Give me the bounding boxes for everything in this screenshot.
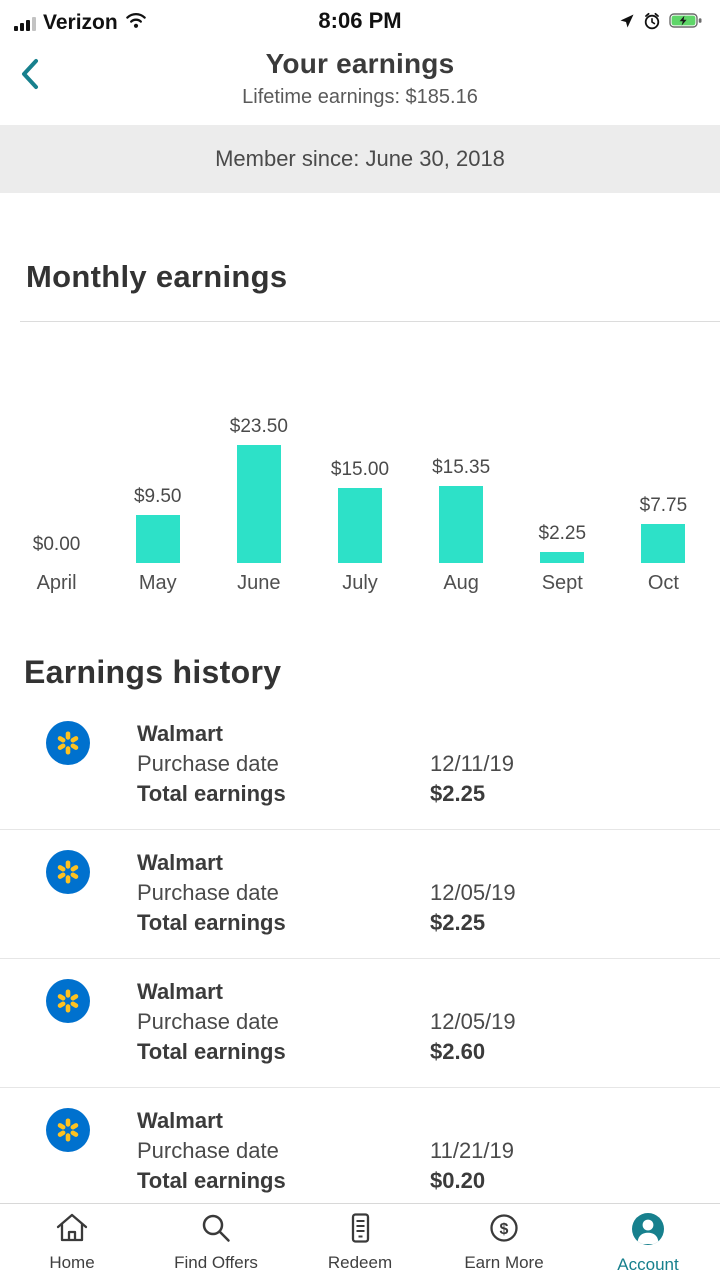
purchase-date-label: Purchase date	[137, 1138, 279, 1163]
tab-find-offers[interactable]: Find Offers	[144, 1211, 288, 1280]
tab-label-home: Home	[49, 1253, 95, 1272]
bar-value-label: $15.00	[330, 459, 390, 480]
bar-month-label: April	[36, 572, 77, 594]
total-earnings-value: $0.20	[430, 1168, 486, 1193]
merchant-name: Walmart	[137, 1108, 223, 1133]
monthly-earnings-heading: Monthly earnings	[26, 259, 288, 294]
bar-value-label: $2.25	[538, 523, 587, 544]
tab-label-earn-more: Earn More	[464, 1253, 544, 1272]
chart-column: $15.00 July	[309, 459, 410, 596]
account-person-icon	[630, 1211, 666, 1252]
tab-label-redeem: Redeem	[327, 1253, 393, 1272]
merchant-name: Walmart	[137, 850, 223, 875]
cellular-signal-icon	[14, 16, 36, 31]
home-icon	[54, 1211, 90, 1250]
earnings-history-row[interactable]: Walmart Purchase date 12/11/19 Total ear…	[0, 701, 720, 830]
walmart-logo-icon	[46, 721, 90, 765]
back-button[interactable]	[16, 56, 42, 95]
tab-account[interactable]: Account	[576, 1211, 720, 1280]
bar-value-label: $15.35	[432, 457, 491, 478]
alarm-clock-icon	[643, 12, 661, 35]
purchase-date-value: 11/21/19	[430, 1138, 515, 1163]
bar-month-label: June	[237, 572, 281, 594]
total-earnings-value: $2.25	[430, 910, 486, 935]
purchase-date-label: Purchase date	[137, 1009, 279, 1034]
bar-month-label: July	[342, 572, 378, 594]
purchase-date-label: Purchase date	[137, 751, 279, 776]
clock-time: 8:06 PM	[318, 8, 402, 33]
chart-bar	[540, 552, 585, 563]
chart-column: $9.50 May	[107, 486, 208, 596]
bar-month-label: Aug	[443, 572, 479, 594]
page-header: Your earnings Lifetime earnings: $185.16	[0, 38, 720, 125]
section-divider	[20, 321, 720, 322]
earnings-history-row[interactable]: Walmart Purchase date 12/05/19 Total ear…	[0, 959, 720, 1088]
earnings-history-list: Walmart Purchase date 12/11/19 Total ear…	[0, 701, 720, 1217]
merchant-name: Walmart	[137, 721, 223, 746]
bar-month-label: Sept	[541, 572, 583, 594]
total-earnings-label: Total earnings	[137, 910, 286, 935]
tab-earn-more[interactable]: $ Earn More	[432, 1211, 576, 1280]
tab-home[interactable]: Home	[0, 1211, 144, 1280]
earnings-history-heading: Earnings history	[24, 654, 282, 690]
total-earnings-label: Total earnings	[137, 1168, 286, 1193]
purchase-date-value: 12/05/19	[430, 880, 516, 905]
search-icon	[199, 1211, 233, 1250]
chart-bar	[236, 445, 281, 563]
purchase-date-value: 12/05/19	[430, 1009, 516, 1034]
chart-column: $7.75 Oct	[613, 495, 714, 596]
walmart-logo-icon	[46, 850, 90, 894]
earn-more-dollar-icon: $	[487, 1211, 521, 1250]
chart-bar	[135, 515, 180, 563]
walmart-logo-icon	[46, 979, 90, 1023]
bottom-tab-bar: Home Find Offers Redeem $	[0, 1203, 720, 1280]
redeem-receipt-icon	[343, 1211, 377, 1250]
purchase-date-value: 12/11/19	[430, 751, 515, 776]
total-earnings-label: Total earnings	[137, 1039, 286, 1064]
chart-column: $0.00 April	[6, 534, 107, 596]
status-bar: Verizon 8:06 PM	[0, 0, 720, 38]
svg-text:$: $	[500, 1221, 509, 1238]
bar-month-label: Oct	[647, 572, 679, 594]
bar-value-label: $7.75	[639, 495, 688, 516]
purchase-date-label: Purchase date	[137, 880, 279, 905]
chart-bar	[641, 524, 686, 563]
chart-bar	[337, 488, 382, 563]
earnings-history-row[interactable]: Walmart Purchase date 12/05/19 Total ear…	[0, 830, 720, 959]
bar-value-label: $9.50	[133, 486, 182, 507]
bar-month-label: May	[138, 572, 177, 594]
wifi-icon	[125, 12, 147, 34]
walmart-logo-icon	[46, 1108, 90, 1152]
earnings-history-row[interactable]: Walmart Purchase date 11/21/19 Total ear…	[0, 1088, 720, 1217]
battery-charging-icon	[669, 12, 704, 34]
carrier-label: Verizon	[43, 11, 118, 34]
bar-value-label: $0.00	[32, 534, 81, 555]
member-since-banner: Member since: June 30, 2018	[0, 125, 720, 193]
tab-redeem[interactable]: Redeem	[288, 1211, 432, 1280]
total-earnings-value: $2.60	[430, 1039, 486, 1064]
location-arrow-icon	[619, 13, 635, 34]
page-title: Your earnings	[265, 48, 455, 79]
total-earnings-value: $2.25	[430, 781, 486, 806]
lifetime-earnings-subtitle: Lifetime earnings: $185.16	[242, 86, 478, 108]
merchant-name: Walmart	[137, 979, 223, 1004]
tab-label-find-offers: Find Offers	[174, 1253, 258, 1272]
chart-column: $15.35 Aug	[411, 457, 512, 596]
chart-bar	[439, 486, 484, 563]
bar-value-label: $23.50	[229, 416, 288, 437]
chart-column: $23.50 June	[208, 416, 309, 596]
chart-column: $2.25 Sept	[512, 523, 613, 596]
monthly-earnings-bar-chart: $0.00 April $9.50 May $23.50 June $15.00…	[0, 410, 720, 596]
total-earnings-label: Total earnings	[137, 781, 286, 806]
tab-label-account: Account	[617, 1255, 679, 1274]
